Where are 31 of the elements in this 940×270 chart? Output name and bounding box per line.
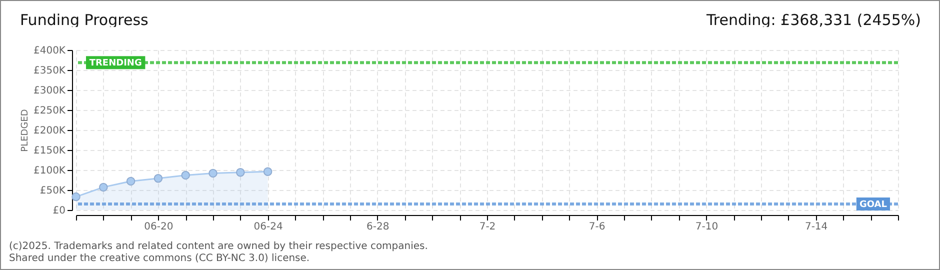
chart-title: Funding Progress xyxy=(20,11,148,29)
y-tick-label: £50K xyxy=(40,186,66,196)
point xyxy=(208,168,218,178)
x-tick-label: 6-28 xyxy=(366,222,390,232)
chart-subtitle: Trending: £368,331 (2455%) xyxy=(706,11,921,29)
x-tick-label: 06-24 xyxy=(254,222,283,232)
ref-line-label: GOAL xyxy=(859,200,888,210)
y-tick-label: £100K xyxy=(33,166,66,176)
text: Shared under the creative commons (CC BY-NC 3.0) license. xyxy=(9,253,311,265)
point xyxy=(154,174,163,183)
y-tick-label: £200K xyxy=(33,126,66,136)
y-tick-label: £150K xyxy=(33,146,66,156)
ref-line-label: TRENDING xyxy=(89,58,142,69)
x-tick-label: 7-2 xyxy=(479,222,496,232)
x-tick-label: 7-6 xyxy=(588,222,606,232)
point xyxy=(99,182,108,192)
x-tick-label: 06-20 xyxy=(144,222,174,232)
point xyxy=(263,167,272,176)
y-tick-label: £350K xyxy=(33,66,66,76)
point xyxy=(181,170,190,180)
y-tick-label: £300K xyxy=(33,86,66,96)
text: (c)2025. Trademarks and related content are owned by their respective companies. xyxy=(9,241,428,253)
y-tick-label: £0 xyxy=(52,206,66,216)
point xyxy=(72,192,80,202)
x-tick-label: 7-14 xyxy=(804,222,828,232)
y-axis-title: PLEDGED xyxy=(20,109,30,152)
y-tick-label: £400K xyxy=(33,46,66,56)
point xyxy=(236,168,245,177)
x-tick-label: 7-10 xyxy=(695,222,718,232)
point xyxy=(126,176,136,186)
y-tick-label: £250K xyxy=(33,106,66,116)
